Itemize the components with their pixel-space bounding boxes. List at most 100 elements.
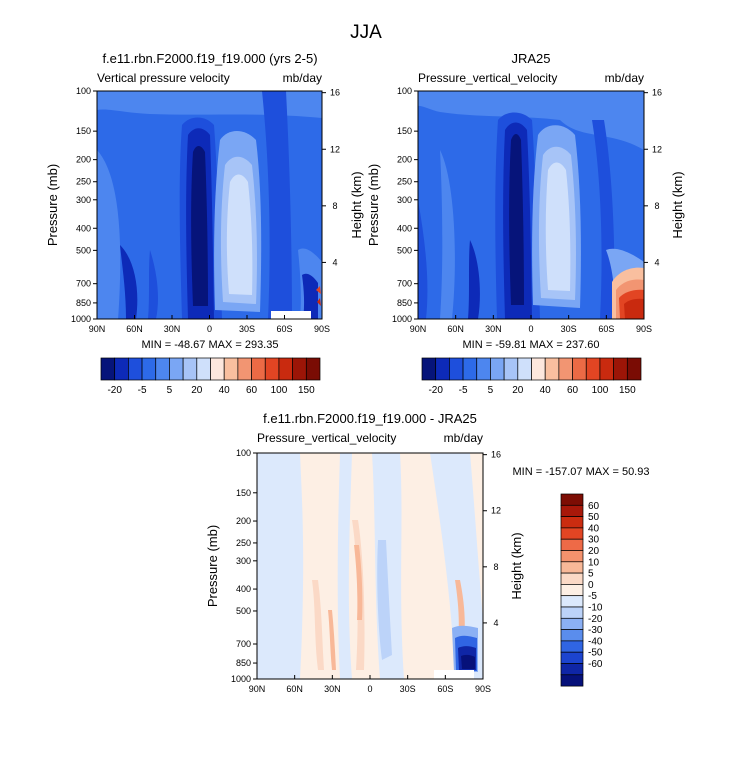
panel-reanalysis-xtick-label: 30N: [485, 324, 502, 334]
panel-reanalysis-xtick-label: 90S: [636, 324, 652, 334]
panel-model-xtick-label: 30S: [239, 324, 255, 334]
panel-model-ytick-label: 200: [76, 155, 91, 165]
panel-reanalysis-colorbar-swatch: [626, 357, 642, 381]
panel-reanalysis-colorbar-label: 60: [567, 385, 579, 396]
panel-model-colorbar-label: 5: [167, 385, 173, 396]
panel-reanalysis-axes: 90N 60N 30N 0 30S 60S 90S 100 150 200 250 300 400 500…: [392, 86, 662, 334]
panel-difference-xtick-label: 60N: [286, 684, 303, 694]
panel-difference-colorbar-label: -40: [588, 636, 603, 647]
panel-difference-colorbar-swatch: [560, 651, 584, 664]
panel-model-ytick-label: 400: [76, 223, 91, 233]
panel-model-colorbar-label: 150: [298, 385, 315, 396]
panel-difference-colorbar-swatch: [560, 674, 584, 687]
panel-model-ytick-right-label: 8: [332, 201, 337, 211]
panel-model-ytick-label: 300: [76, 195, 91, 205]
panel-reanalysis-colorbar-label: 100: [592, 385, 609, 396]
panel-model-colorbar-label: -20: [107, 385, 122, 396]
panel-difference-axes: 90N 60N 30N 0 30S 60S 90S 100 150 200 250 300 400 500…: [231, 448, 501, 694]
panel-difference-xtick-label: 30S: [400, 684, 416, 694]
panel-difference-colorbar-label: 40: [588, 523, 600, 534]
panel-reanalysis-variable-label: Pressure_vertical_velocity: [418, 71, 557, 85]
panel-difference-colorbar-swatch: [560, 493, 584, 506]
panel-difference-colorbar-label: 60: [588, 501, 600, 512]
panel-model-ytick-label: 150: [76, 126, 91, 136]
panel-model-ylabel: Pressure (mb): [45, 164, 60, 246]
panel-reanalysis-colorbar-label: -20: [428, 385, 443, 396]
panel-model-ytick-label: 250: [76, 177, 91, 187]
panel-difference-ytick-right-label: 12: [491, 506, 501, 516]
panel-model-xtick-label: 90N: [89, 324, 106, 334]
panel-model-colorbar: -20 -5 5 20 40 60 100 150: [100, 357, 321, 396]
panel-reanalysis-colorbar-label: 150: [619, 385, 636, 396]
panel-difference-colorbar-swatch: [560, 629, 584, 642]
panel-model-xtick-label: 30N: [164, 324, 181, 334]
panel-reanalysis-colorbar-swatch: [517, 357, 532, 381]
panel-difference-colorbar-label: -20: [588, 614, 603, 625]
panel-difference-colorbar-swatch: [560, 595, 584, 608]
panel-reanalysis-colorbar-swatch: [435, 357, 450, 381]
panel-reanalysis-xtick-label: 0: [528, 324, 533, 334]
panel-difference-ytick-label: 400: [236, 584, 251, 594]
panel-difference-ytick-label: 150: [236, 488, 251, 498]
panel-model-colorbar-swatch: [210, 357, 225, 381]
panel-model-colorbar-label: 20: [191, 385, 203, 396]
panel-reanalysis-ytick-label: 150: [397, 126, 412, 136]
panel-model: f.e11.rbn.F2000.f19_f19.000 (yrs 2-5) Ve…: [45, 51, 364, 396]
panel-reanalysis-ytick-label: 700: [397, 279, 412, 289]
panel-model-colorbar-label: 60: [246, 385, 258, 396]
panel-reanalysis-colorbar: -20 -5 5 20 40 60 100 150: [421, 357, 642, 396]
panel-reanalysis-contour-field: [418, 91, 644, 319]
panel-reanalysis-ytick-right-label: 4: [654, 257, 659, 267]
panel-reanalysis-colorbar-label: 40: [540, 385, 552, 396]
panel-reanalysis-ytick-right-label: 12: [652, 144, 662, 154]
panel-difference-colorbar-label: -5: [588, 591, 597, 602]
panel-difference-colorbar-label: 50: [588, 512, 600, 523]
panel-difference-xtick-label: 30N: [324, 684, 341, 694]
panel-reanalysis-xtick-label: 30S: [561, 324, 577, 334]
panel-model-colorbar-swatch: [251, 357, 266, 381]
panel-reanalysis-colorbar-swatch: [585, 357, 601, 381]
panel-reanalysis-xtick-label: 60N: [447, 324, 464, 334]
panel-difference-colorbar-label: 30: [588, 535, 600, 546]
panel-difference-colorbar-label: 5: [588, 569, 594, 580]
panel-model-units-label: mb/day: [283, 71, 322, 85]
panel-difference-ytick-label: 850: [236, 658, 251, 668]
panel-difference-ytick-label: 200: [236, 516, 251, 526]
panel-reanalysis-ytick-label: 850: [397, 298, 412, 308]
panel-difference-colorbar-swatch: [560, 663, 584, 676]
panel-difference-colorbar-swatch: [560, 516, 584, 529]
panel-reanalysis-ytick-label: 100: [397, 86, 412, 96]
panel-reanalysis-units-label: mb/day: [605, 71, 644, 85]
panel-model-title: f.e11.rbn.F2000.f19_f19.000 (yrs 2-5): [102, 51, 317, 66]
panel-model-colorbar-swatch: [305, 357, 321, 381]
panel-difference-colorbar-swatch: [560, 561, 584, 574]
panel-difference-xtick-label: 90S: [475, 684, 491, 694]
panel-reanalysis-ytick-label: 500: [397, 245, 412, 255]
panel-model-colorbar-swatch: [128, 357, 143, 381]
panel-model-axes: 90N 60N 30N 0 30S 60S 90S 100 150 200 250 300 400 500…: [71, 86, 340, 334]
panel-difference-colorbar-label: -50: [588, 648, 603, 659]
panel-reanalysis-xtick-label: 60S: [598, 324, 614, 334]
panel-model-ytick-label: 100: [76, 86, 91, 96]
panel-model-colorbar-swatch: [169, 357, 184, 381]
panel-difference-title: f.e11.rbn.F2000.f19_f19.000 - JRA25: [263, 411, 477, 426]
panel-reanalysis-ytick-label: 400: [397, 223, 412, 233]
panel-model-xtick-label: 60S: [276, 324, 292, 334]
panel-reanalysis-colorbar-swatch: [531, 357, 546, 381]
figure-title: JJA: [350, 22, 382, 43]
panel-reanalysis-colorbar-label: 5: [488, 385, 494, 396]
panel-model-ytick-label: 700: [76, 279, 91, 289]
panel-model-xtick-label: 60N: [126, 324, 143, 334]
panel-model-colorbar-swatch: [196, 357, 211, 381]
panel-model-ytick-right-label: 16: [330, 88, 340, 98]
panel-difference-ytick-label: 250: [236, 538, 251, 548]
panel-model-ytick-right-label: 4: [332, 257, 337, 267]
panel-reanalysis-colorbar-swatch: [544, 357, 560, 381]
panel-reanalysis-ylabel-right: Height (km): [670, 171, 685, 238]
panel-reanalysis-colorbar-swatch: [572, 357, 587, 381]
panel-reanalysis-colorbar-swatch: [462, 357, 478, 381]
panel-reanalysis-colorbar-swatch: [476, 357, 491, 381]
panel-difference-colorbar-swatch: [560, 504, 584, 517]
panel-model-colorbar-swatch: [237, 357, 252, 381]
panel-reanalysis-colorbar-swatch: [503, 357, 519, 381]
